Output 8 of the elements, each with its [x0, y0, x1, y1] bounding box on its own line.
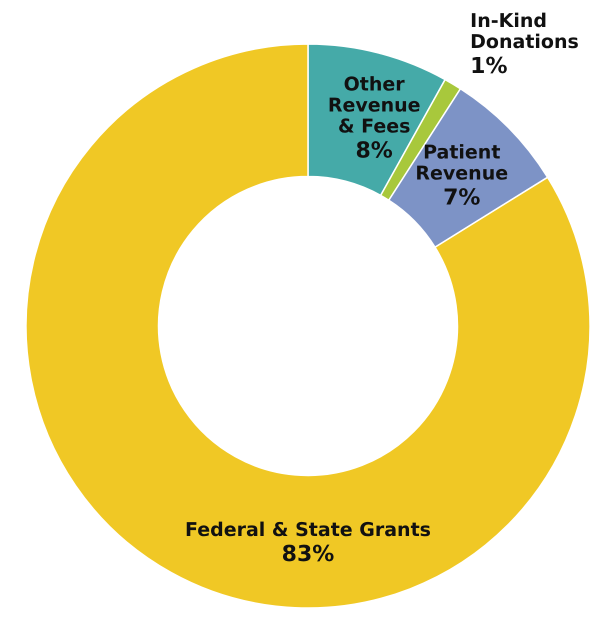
slice-label: Other Revenue & Fees	[328, 74, 421, 138]
data-label: 8%	[356, 138, 393, 164]
data-label: 83%	[282, 542, 334, 568]
data-label: 7%	[443, 186, 480, 211]
data-label: 1%	[470, 54, 508, 80]
slice-label: Patient Revenue	[415, 142, 508, 185]
slice-label: Federal & State Grants	[185, 519, 431, 542]
slice-label: In-Kind Donations	[470, 10, 579, 54]
